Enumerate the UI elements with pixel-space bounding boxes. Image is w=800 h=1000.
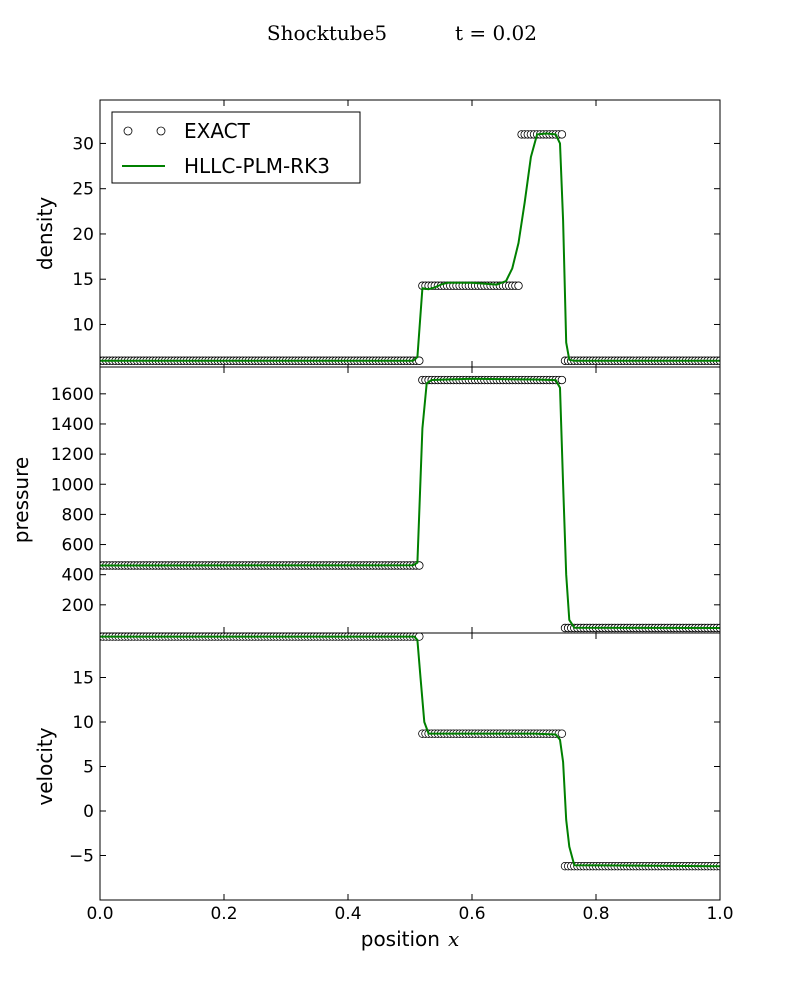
exact-point <box>514 281 523 290</box>
y-tick-label: 600 <box>62 536 94 556</box>
x-tick-labels: 0.0 0.2 0.4 0.6 0.8 1.0 <box>86 904 733 924</box>
y-tick-label: 15 <box>72 270 94 290</box>
x-tick-label: 0.0 <box>86 904 113 924</box>
legend-entry-hllc: HLLC-PLM-RK3 <box>122 154 330 178</box>
panel-density: 10 15 20 25 30 density <box>33 99 721 368</box>
y-tick-label: 1400 <box>51 415 94 435</box>
y-tick-label: −5 <box>69 847 94 867</box>
legend-box <box>111 111 361 184</box>
panel-frame <box>99 632 721 901</box>
subtitle-text: t = 0.02 <box>455 21 537 45</box>
panels: 10 15 20 25 30 density 200 400 600 800 1000 1200 140… <box>9 99 734 924</box>
exact-series <box>100 375 720 633</box>
y-tick-label: 25 <box>72 180 94 200</box>
legend-marker <box>156 126 166 136</box>
panel-frame <box>99 366 721 634</box>
y-tick-label: 400 <box>62 566 94 586</box>
exact-series <box>100 633 720 871</box>
x-tick-label: 0.2 <box>210 904 237 924</box>
y-axis-label: density <box>33 197 57 270</box>
exact-point <box>415 356 424 365</box>
y-tick-label: 20 <box>72 225 94 245</box>
y-axis-label: pressure <box>9 457 33 543</box>
legend-label: EXACT <box>184 119 251 143</box>
figure-title: Shocktube5 t = 0.02 <box>267 21 537 45</box>
y-tick-label: 1200 <box>51 445 94 465</box>
y-tick-label: 10 <box>72 713 94 733</box>
exact-point <box>557 130 567 139</box>
y-tick-label: 1600 <box>51 385 94 405</box>
y-tick-label: 5 <box>83 758 94 778</box>
y-tick-label: 0 <box>83 802 94 822</box>
hllc-line <box>100 377 720 629</box>
x-tick-label: 0.8 <box>582 904 609 924</box>
x-tick-label: 1.0 <box>706 904 733 924</box>
legend-entry-exact: EXACT <box>123 119 251 143</box>
plot-area <box>100 130 720 365</box>
x-tick-label: 0.6 <box>458 904 485 924</box>
y-tick-label: 10 <box>72 315 94 335</box>
hllc-line <box>100 635 720 868</box>
x-axis-label-text: position <box>361 927 440 951</box>
x-axis-label-math: x <box>448 927 459 951</box>
title-text: Shocktube5 <box>267 21 387 45</box>
exact-point <box>557 729 567 738</box>
x-tick-label: 0.4 <box>334 904 361 924</box>
y-axis-label: velocity <box>33 727 57 805</box>
panel-pressure: 200 400 600 800 1000 1200 1400 1600 pressure <box>9 366 721 634</box>
y-tick-label: 200 <box>62 596 94 616</box>
y-tick-label: 800 <box>62 505 94 525</box>
y-tick-label: 15 <box>72 669 94 689</box>
hllc-line <box>100 132 720 362</box>
y-tick-label: 1000 <box>51 475 94 495</box>
exact-point <box>557 375 567 385</box>
plot-area <box>100 633 720 871</box>
legend-marker <box>123 126 133 136</box>
y-tick-label: 30 <box>72 134 94 154</box>
panel-velocity: −5 0 5 10 15 velocity <box>33 632 721 901</box>
plot-area <box>100 375 720 633</box>
x-axis-label: position x <box>361 927 460 951</box>
legend-label: HLLC-PLM-RK3 <box>184 154 330 178</box>
legend: EXACT HLLC-PLM-RK3 <box>111 111 361 184</box>
